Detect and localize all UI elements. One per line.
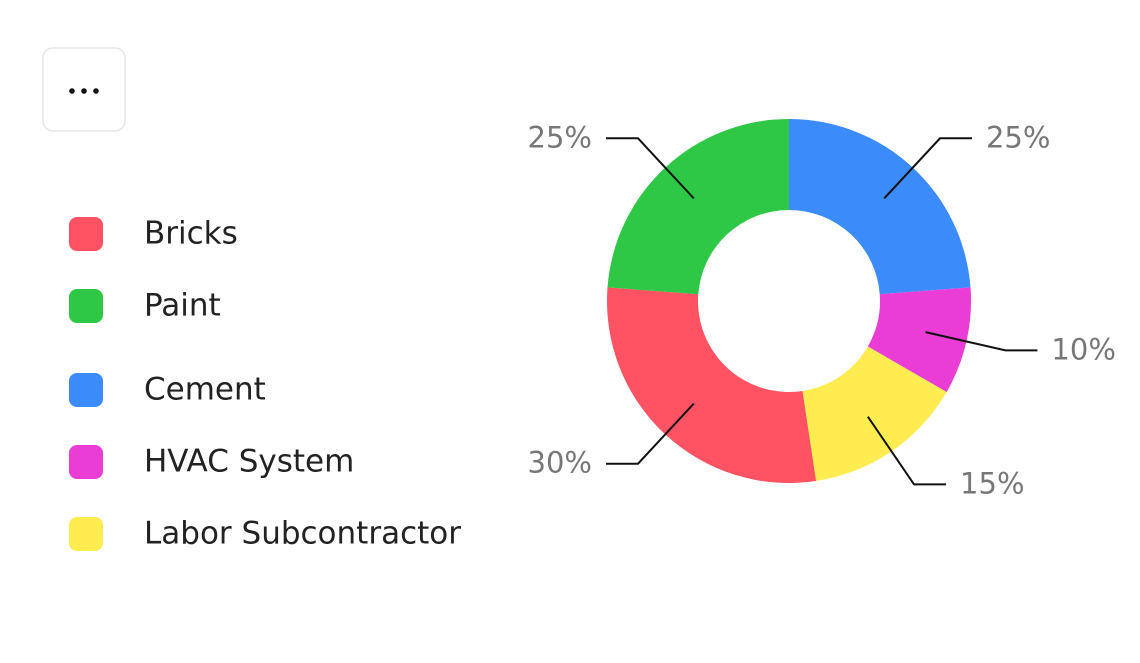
legend-swatch: [69, 217, 103, 251]
leader-line: [867, 416, 947, 486]
donut-slice: [789, 119, 971, 295]
legend-swatch: [69, 289, 103, 323]
slice-label: 10%: [1051, 332, 1115, 366]
legend-swatch: [69, 373, 103, 407]
menu-button[interactable]: [42, 47, 126, 132]
donut-slice: [802, 346, 947, 481]
donut-slice: [607, 287, 817, 484]
legend-label: Bricks: [144, 216, 238, 252]
leader-line: [606, 402, 695, 465]
menu-dot: [81, 88, 87, 94]
leader-line: [606, 137, 695, 200]
donut-slice: [607, 119, 789, 295]
slice-label: 25%: [986, 120, 1050, 154]
leader-line: [883, 137, 972, 200]
menu-dot: [69, 88, 75, 94]
slice-label: 15%: [960, 466, 1024, 500]
legend-label: Labor Subcontractor: [144, 516, 461, 552]
legend-swatch: [69, 517, 103, 551]
legend-swatch: [69, 445, 103, 479]
leader-line: [925, 331, 1038, 352]
legend-label: HVAC System: [144, 444, 354, 480]
donut-slice: [867, 287, 972, 392]
legend-label: Cement: [144, 372, 266, 408]
slice-label: 25%: [528, 120, 592, 154]
menu-dot: [93, 88, 99, 94]
slice-label: 30%: [528, 446, 592, 480]
legend-label: Paint: [144, 288, 221, 324]
